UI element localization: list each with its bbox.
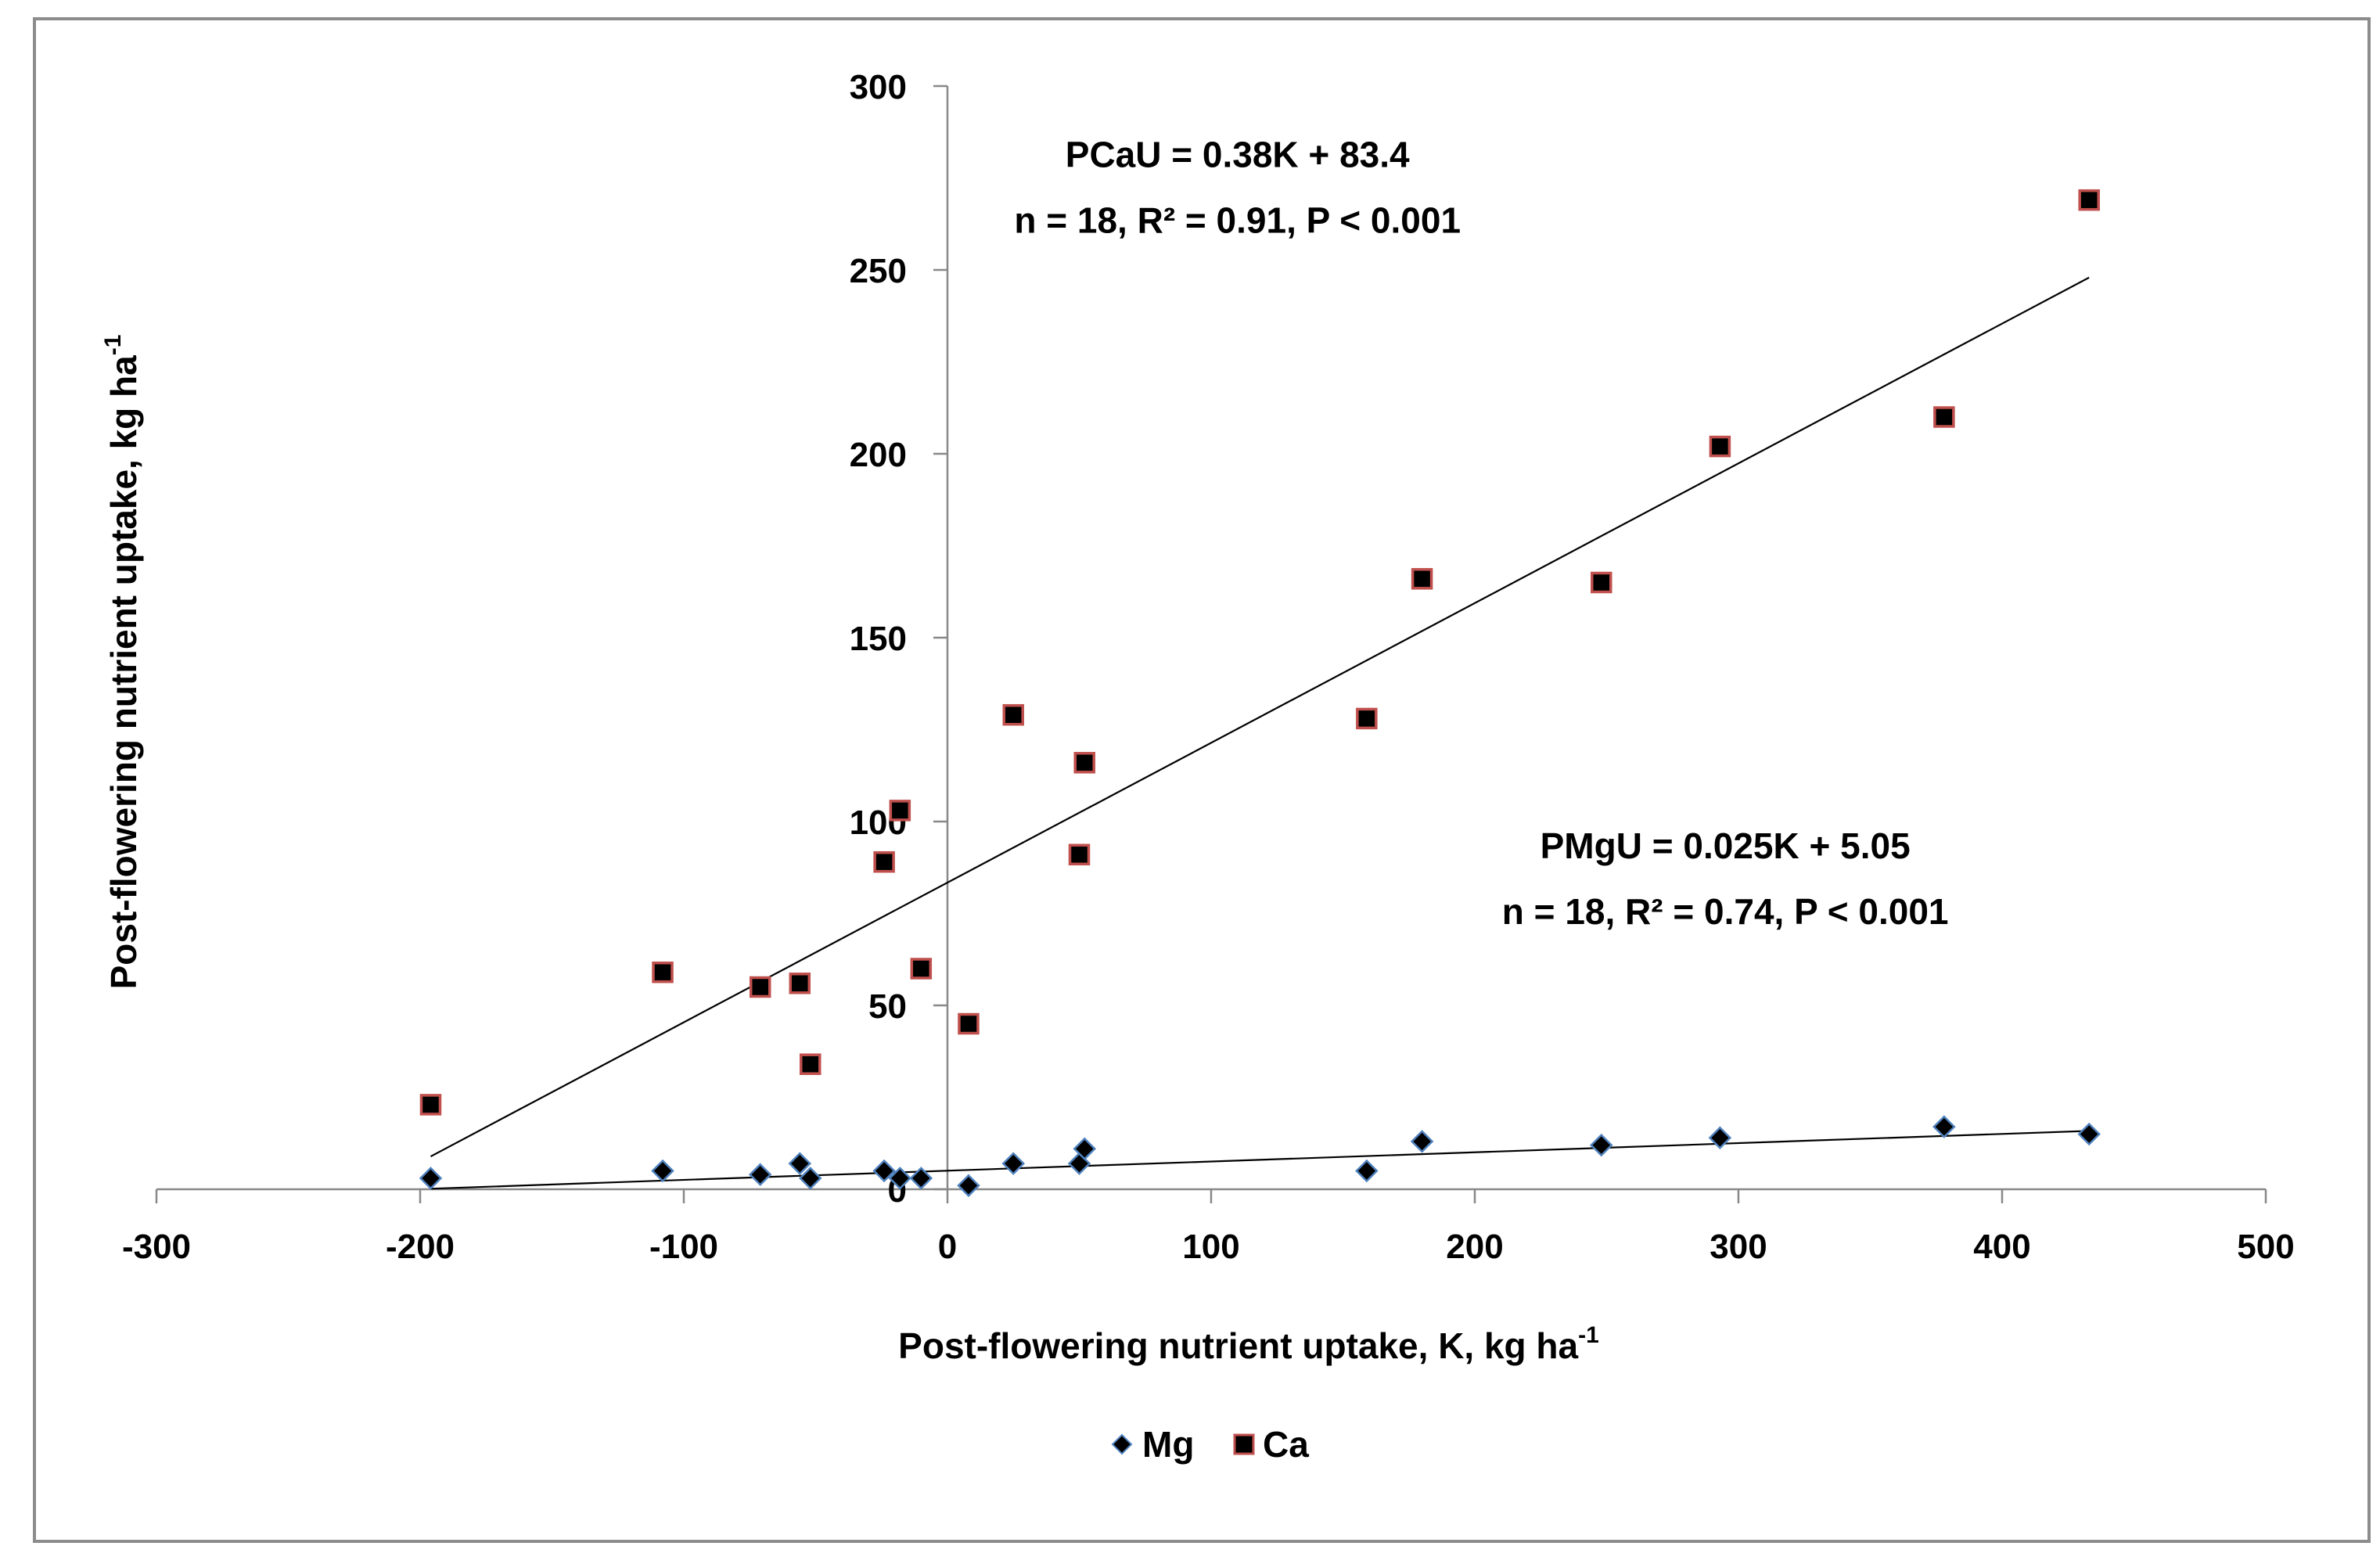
mg-point (748, 1163, 772, 1186)
ca-point (419, 1094, 442, 1116)
ca-point (1073, 752, 1095, 774)
x-tick-label: 0 (938, 1228, 957, 1266)
ca-point (1709, 435, 1731, 458)
x-axis-title-superscript: -1 (1578, 1322, 1599, 1348)
legend-mg-marker (1111, 1433, 1133, 1455)
mg-point (788, 1152, 812, 1175)
ca-point (652, 961, 674, 983)
mg-point (419, 1167, 443, 1190)
trendlines (430, 276, 2090, 1190)
y-tick-label: 200 (850, 436, 907, 474)
x-axis-title-text: Post-flowering nutrient uptake, K, kg ha (898, 1325, 1578, 1366)
ca-point (2078, 189, 2100, 211)
mg-point (2077, 1122, 2101, 1146)
mg-point (1932, 1115, 1956, 1138)
mg-point (888, 1167, 912, 1190)
mg-point (1001, 1152, 1026, 1175)
mg-eq-line-1: PMgU = 0.025K + 5.05 (1541, 825, 1911, 866)
ca-point (1356, 707, 1378, 730)
mg-point (1073, 1137, 1097, 1161)
mg-point (798, 1167, 822, 1190)
x-tick-label: 200 (1446, 1228, 1503, 1266)
y-tick-label: 300 (850, 68, 907, 106)
x-tick-label: 300 (1710, 1228, 1767, 1266)
ca-point (1411, 568, 1433, 590)
data-points (419, 189, 2101, 1198)
mg-eq-line-2: n = 18, R² = 0.74, P < 0.001 (1502, 891, 1949, 932)
mg-point (1589, 1133, 1613, 1157)
ca-point (1933, 406, 1955, 428)
axes (156, 86, 2266, 1191)
mg-point (1708, 1126, 1732, 1149)
ca-point (910, 958, 933, 980)
legend-ca-marker (1233, 1433, 1255, 1455)
ca-point (800, 1053, 821, 1075)
x-axis-title: Post-flowering nutrient uptake, K, kg ha… (898, 1322, 1599, 1366)
y-tick-label: 50 (868, 987, 907, 1026)
y-axis-title-superscript: -1 (100, 335, 126, 356)
ca-point (889, 800, 911, 822)
ca-trendline (430, 276, 2090, 1158)
scatter-chart: -300 -200 -100 0 100 200 300 400 500050100150200… (100, 68, 2295, 1465)
ca-eq-line-2: n = 18, R² = 0.91, P < 0.001 (1014, 200, 1461, 240)
y-tick-label: 150 (850, 620, 907, 658)
ca-point (873, 850, 895, 873)
mg-point (909, 1167, 933, 1190)
mg-point (651, 1159, 674, 1183)
ca-point (1002, 703, 1024, 726)
tick-labels: -300 -200 -100 0 100 200 300 400 500050100150200… (122, 68, 2295, 1266)
x-tick-label: 400 (1973, 1228, 2030, 1266)
mg-point (957, 1174, 980, 1198)
mg-point (872, 1159, 896, 1183)
y-tick-label: 250 (850, 252, 907, 290)
ca-point (1068, 843, 1091, 866)
tick-marks (155, 85, 2267, 1203)
equation-annotations: PCaU = 0.38K + 83.4 n = 18, R² = 0.91, P … (1014, 134, 1948, 932)
legend: Mg Ca (1111, 1424, 1309, 1465)
ca-point (1591, 571, 1612, 594)
ca-point (958, 1012, 980, 1035)
y-axis-title-text: Post-flowering nutrient uptake, kg ha (103, 355, 144, 990)
x-tick-label: 500 (2237, 1228, 2294, 1266)
ca-point (789, 973, 811, 994)
x-tick-label: -300 (122, 1228, 191, 1266)
mg-trendline (430, 1130, 2090, 1190)
x-tick-label: -200 (386, 1228, 455, 1266)
mg-point (1410, 1130, 1434, 1153)
legend-mg-label: Mg (1142, 1424, 1194, 1465)
x-tick-label: 100 (1182, 1228, 1239, 1266)
ca-eq-line-1: PCaU = 0.38K + 83.4 (1066, 134, 1410, 174)
legend-ca-label: Ca (1263, 1424, 1309, 1465)
ca-point (749, 976, 771, 998)
y-axis-title: Post-flowering nutrient uptake, kg ha-1 (100, 335, 144, 990)
x-tick-label: -100 (649, 1228, 718, 1266)
chart-frame: -300 -200 -100 0 100 200 300 400 500 0 50 100 150 200… (33, 17, 2371, 1543)
mg-point (1355, 1159, 1379, 1183)
